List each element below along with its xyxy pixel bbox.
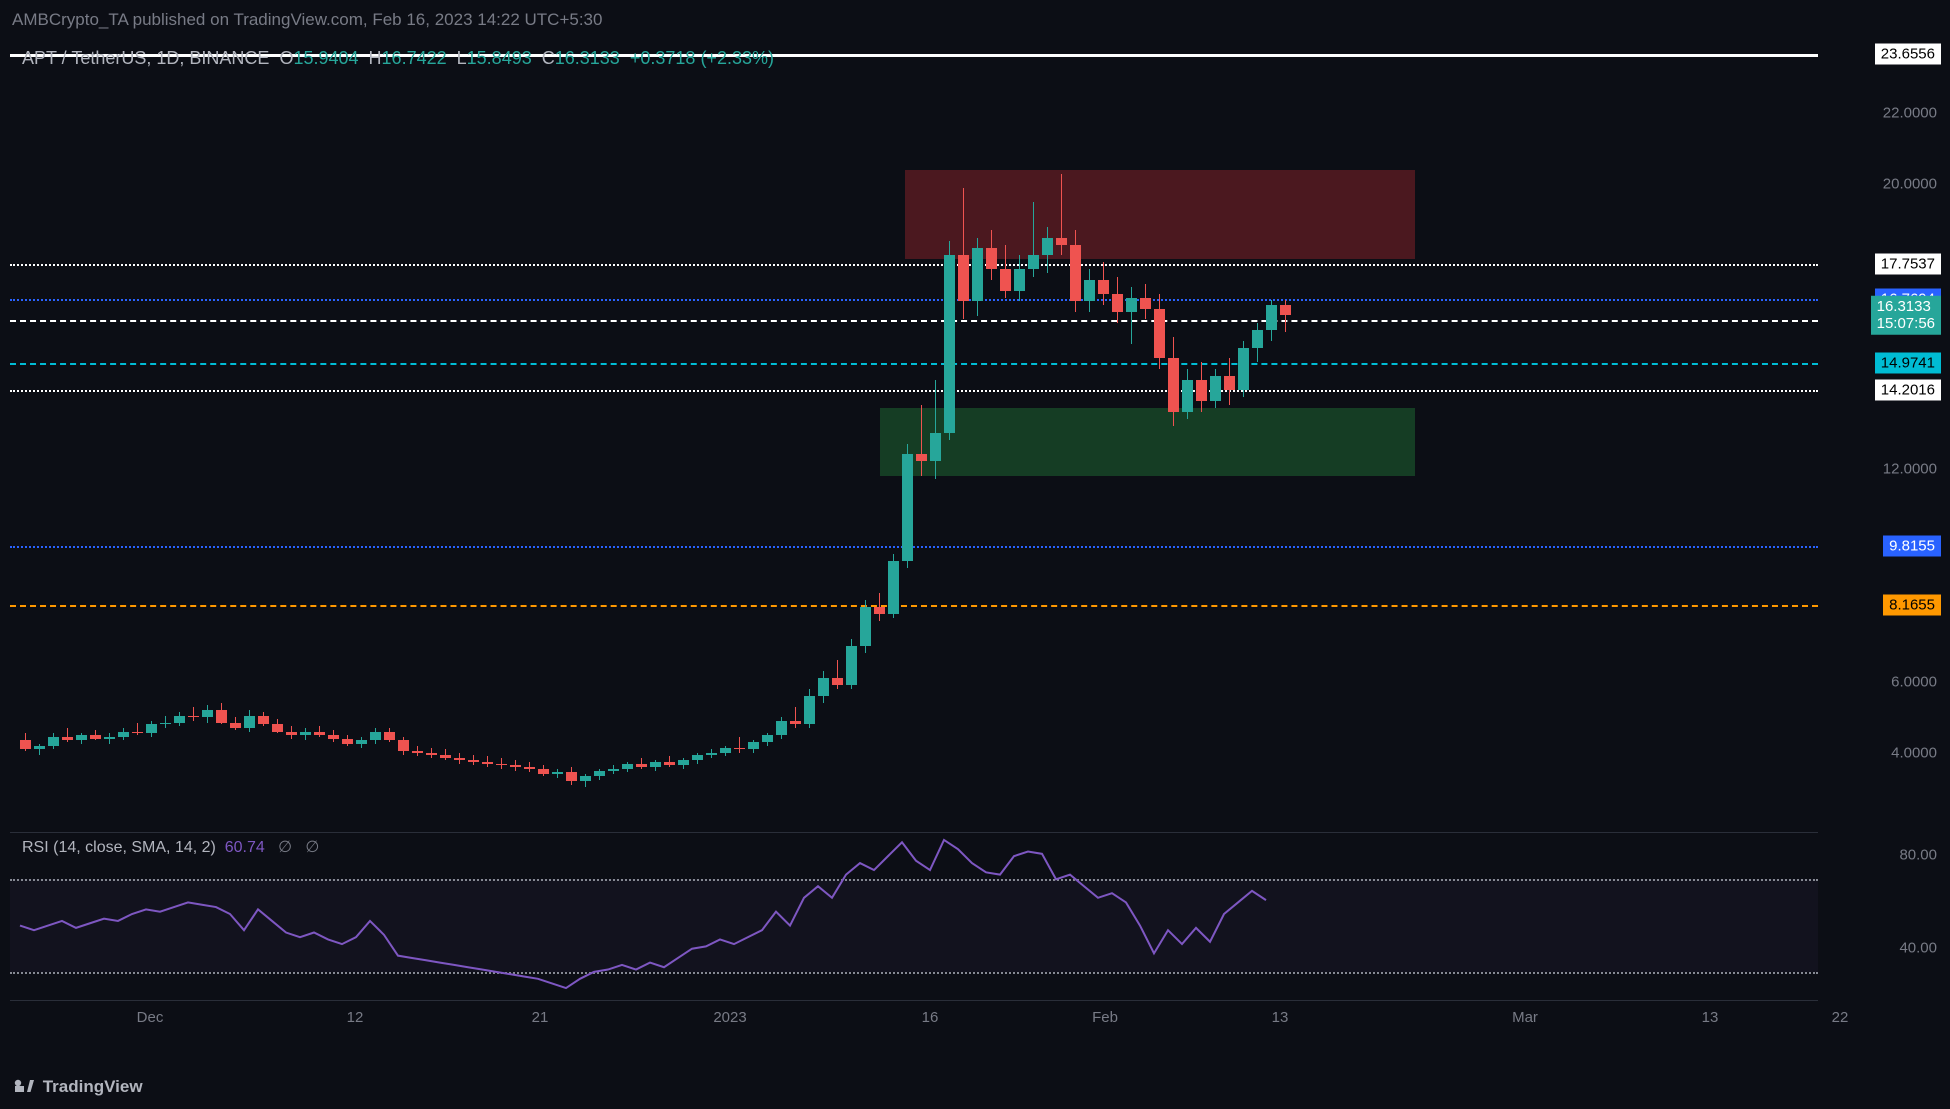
time-tick: Feb xyxy=(1092,1009,1118,1026)
price-line xyxy=(10,546,1818,548)
tradingview-logo: TradingView xyxy=(14,1077,143,1097)
price-line xyxy=(10,390,1818,392)
change-pct: (+2.33%) xyxy=(700,48,774,68)
price-tick: 22.0000 xyxy=(1883,105,1937,122)
price-line-tag: 8.1655 xyxy=(1883,594,1941,615)
chart-zone xyxy=(905,170,1415,259)
chart-zone xyxy=(880,408,1415,476)
price-line-tag: 9.8155 xyxy=(1883,536,1941,557)
time-tick: Mar xyxy=(1512,1009,1538,1026)
price-tick: 6.0000 xyxy=(1891,673,1937,690)
price-tick: 4.0000 xyxy=(1891,744,1937,761)
price-tick: 20.0000 xyxy=(1883,176,1937,193)
price-line-tag: 14.9741 xyxy=(1875,352,1941,373)
rsi-pane[interactable]: RSI (14, close, SMA, 14, 2) 60.74 ∅ ∅ xyxy=(10,832,1818,994)
rsi-axis[interactable]: 80.00 40.00 xyxy=(1820,832,1945,994)
current-price-tag: 16.313315:07:56 xyxy=(1871,296,1941,335)
tv-icon xyxy=(14,1077,39,1096)
price-line-tag: 17.7537 xyxy=(1875,254,1941,275)
open-value: 15.9404 xyxy=(293,48,358,68)
price-line-tag: 14.2016 xyxy=(1875,380,1941,401)
price-line-tag: 23.6556 xyxy=(1875,44,1941,65)
price-line xyxy=(10,320,1818,322)
low-value: 15.8493 xyxy=(467,48,532,68)
time-tick: 2023 xyxy=(713,1009,746,1026)
close-value: 16.3133 xyxy=(555,48,620,68)
high-value: 16.7422 xyxy=(382,48,447,68)
time-tick: 21 xyxy=(532,1009,549,1026)
watermark-text: AMBCrypto_TA published on TradingView.co… xyxy=(12,10,602,30)
price-chart[interactable] xyxy=(10,42,1818,824)
time-tick: 12 xyxy=(347,1009,364,1026)
ohlc-legend: APT / TetherUS, 1D, BINANCE O15.9404 H16… xyxy=(22,48,774,69)
time-axis[interactable]: Dec1221202316Feb13Mar1322 xyxy=(10,1000,1818,1040)
rsi-tick: 80.00 xyxy=(1899,847,1937,864)
price-line xyxy=(10,363,1818,365)
time-tick: 22 xyxy=(1832,1009,1849,1026)
price-line xyxy=(10,264,1818,266)
time-tick: Dec xyxy=(137,1009,164,1026)
price-tick: 12.0000 xyxy=(1883,460,1937,477)
time-tick: 16 xyxy=(922,1009,939,1026)
symbol-label: APT / TetherUS, 1D, BINANCE xyxy=(22,48,269,68)
price-line xyxy=(10,299,1818,301)
time-tick: 13 xyxy=(1272,1009,1289,1026)
change-value: +0.3718 xyxy=(630,48,696,68)
rsi-tick: 40.00 xyxy=(1899,939,1937,956)
price-axis[interactable]: 22.0000 20.0000 12.0000 6.0000 4.0000 23.6556… xyxy=(1820,42,1945,824)
price-line xyxy=(10,605,1818,607)
time-tick: 13 xyxy=(1702,1009,1719,1026)
